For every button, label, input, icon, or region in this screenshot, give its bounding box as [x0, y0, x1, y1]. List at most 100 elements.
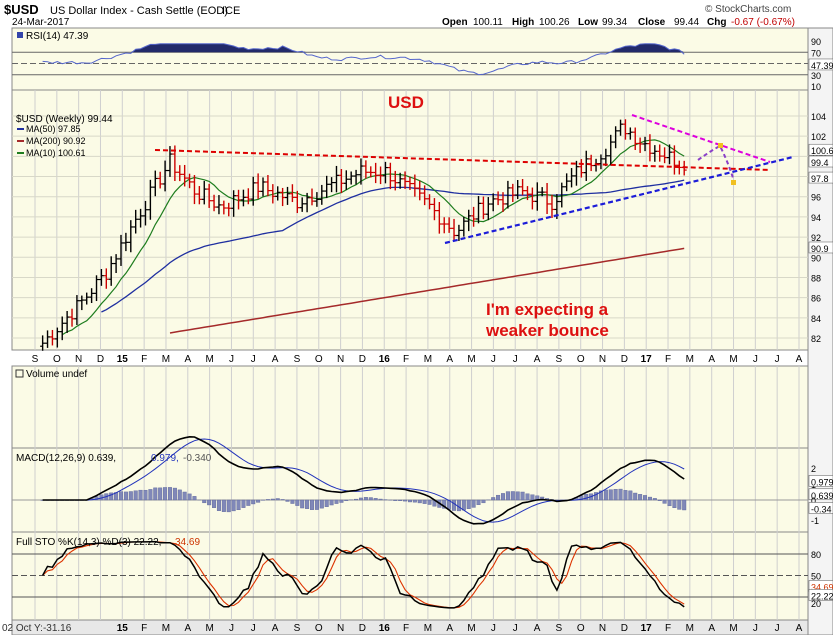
macd-histogram-bar: [407, 499, 412, 503]
x-axis-label: J: [491, 354, 496, 365]
x-axis-bottom-label: 17: [641, 623, 653, 634]
macd-histogram-bar: [613, 489, 618, 501]
macd-histogram-bar: [456, 499, 461, 512]
macd-histogram-bar: [314, 499, 319, 510]
x-axis-label: N: [599, 354, 606, 365]
rsi-layer: [12, 43, 808, 76]
volume-legend-swatch: [15, 369, 24, 378]
macd-histogram-bar: [677, 499, 682, 510]
axis-tick-label: 22.22: [811, 591, 833, 601]
x-axis-bottom-label: D: [359, 623, 366, 634]
x-axis-bottom-label: J: [229, 623, 234, 634]
brand-label[interactable]: © StockCharts.com: [705, 4, 791, 15]
chg-label: Chg: [707, 17, 726, 28]
macd-histogram-bar: [476, 499, 481, 505]
macd-histogram-bar: [324, 499, 329, 507]
axis-value-box: [808, 241, 833, 254]
x-axis-bottom-label: M: [729, 623, 737, 634]
macd-histogram-bar: [510, 491, 515, 501]
macd-histogram-bar: [212, 499, 217, 508]
chg-value: -0.67 (-0.67%): [731, 17, 795, 28]
axis-tick-label: 92: [811, 233, 821, 243]
macd-histogram-bar: [280, 499, 285, 501]
x-axis-label: N: [75, 354, 82, 365]
x-axis-label: N: [337, 354, 344, 365]
macd-histogram-bar: [491, 497, 496, 501]
x-axis-bottom-label: M: [162, 623, 170, 634]
x-axis-label: D: [621, 354, 628, 365]
x-axis-label: F: [403, 354, 409, 365]
macd-histogram-bar: [275, 498, 280, 501]
macd-histogram-bar: [422, 499, 427, 504]
macd-histogram-bar: [530, 494, 535, 501]
ma50-line: [101, 179, 685, 313]
x-axis-bottom-label: A: [796, 623, 803, 634]
macd-histogram-bar: [363, 497, 368, 501]
rsi-overbought-fill: [42, 43, 685, 53]
x-axis-bottom-label: O: [315, 623, 323, 634]
macd-histogram-bar: [202, 499, 207, 504]
macd-histogram-bar: [172, 487, 177, 501]
volume-legend-text: Volume undef: [26, 369, 87, 380]
x-axis-bottom-label: F: [141, 623, 147, 634]
volume-legend: Volume undef: [15, 369, 87, 380]
axis-tick-label: 34.69: [811, 582, 833, 592]
date-label: 24-Mar-2017: [12, 17, 70, 28]
axis-value-box: [808, 589, 833, 601]
macd-legend-hist: -0.340: [183, 453, 212, 464]
macd-histogram-bar: [344, 499, 349, 501]
open-value: 100.11: [473, 17, 503, 28]
volume-panel: [11, 365, 809, 449]
macd-histogram-bar: [334, 499, 339, 504]
footer-note: 02 Oct Y:-31.16: [2, 623, 72, 634]
vertical-grid: [34, 90, 800, 620]
macd-histogram-bar: [241, 499, 246, 508]
macd-histogram-bar: [163, 487, 168, 501]
macd-histogram-bar: [496, 494, 501, 501]
symbol-name: US Dollar Index - Cash Settle (EOD): [50, 5, 228, 17]
axis-tick-label: 90.9: [811, 244, 829, 254]
x-axis-bottom-label: M: [205, 623, 213, 634]
high-value: 100.26: [539, 17, 570, 28]
x-axis-label: D: [97, 354, 104, 365]
macd-histogram-bar: [207, 499, 212, 506]
x-axis-bottom-label: M: [686, 623, 694, 634]
axis-value-box: [808, 143, 833, 156]
x-axis-label: M: [205, 354, 213, 365]
x-axis-label: A: [446, 354, 453, 365]
macd-histogram-bar: [461, 499, 466, 511]
axis-value-box: [808, 502, 833, 514]
x-axis-label: J: [251, 354, 256, 365]
macd-histogram-bar: [667, 499, 672, 507]
macd-histogram-bar: [682, 499, 687, 511]
macd-histogram-bar: [177, 489, 182, 501]
axis-tick-label: 94: [811, 213, 821, 223]
symbol-title: $USD: [4, 2, 39, 17]
x-axis-bottom-label: J: [251, 623, 256, 634]
axis-tick-label: 104: [811, 112, 826, 122]
x-axis-bottom-label: F: [665, 623, 671, 634]
axis-tick-label: 90: [811, 37, 821, 47]
macd-histogram-bar: [138, 489, 143, 501]
x-axis-bottom-label: N: [599, 623, 606, 634]
macd-legend: MACD(12,26,9) 0.639, 0.979, -0.340: [16, 453, 212, 464]
axis-tick-label: 97.8: [811, 174, 829, 184]
x-axis-label: O: [315, 354, 323, 365]
price-legend: $USD (Weekly) 99.44 MA(50) 97.85 MA(200)…: [16, 114, 113, 158]
macd-histogram-bar: [403, 499, 408, 502]
macd-histogram-bar: [598, 490, 603, 501]
macd-histogram-bar: [309, 499, 314, 510]
x-axis-label: 15: [117, 354, 129, 365]
macd-histogram-bar: [471, 499, 476, 508]
x-axis-bottom-label: M: [467, 623, 475, 634]
x-axis-label: A: [272, 354, 279, 365]
rsi-line: [42, 43, 685, 76]
x-axis-label: 17: [641, 354, 653, 365]
annotation-line-1: I'm expecting a: [486, 300, 609, 319]
axis-tick-label: 84: [811, 314, 821, 324]
x-axis-label: S: [32, 354, 39, 365]
axis-tick-label: 0: [811, 496, 816, 506]
x-axis-bottom-label: S: [294, 623, 301, 634]
x-axis-bottom-label: A: [446, 623, 453, 634]
